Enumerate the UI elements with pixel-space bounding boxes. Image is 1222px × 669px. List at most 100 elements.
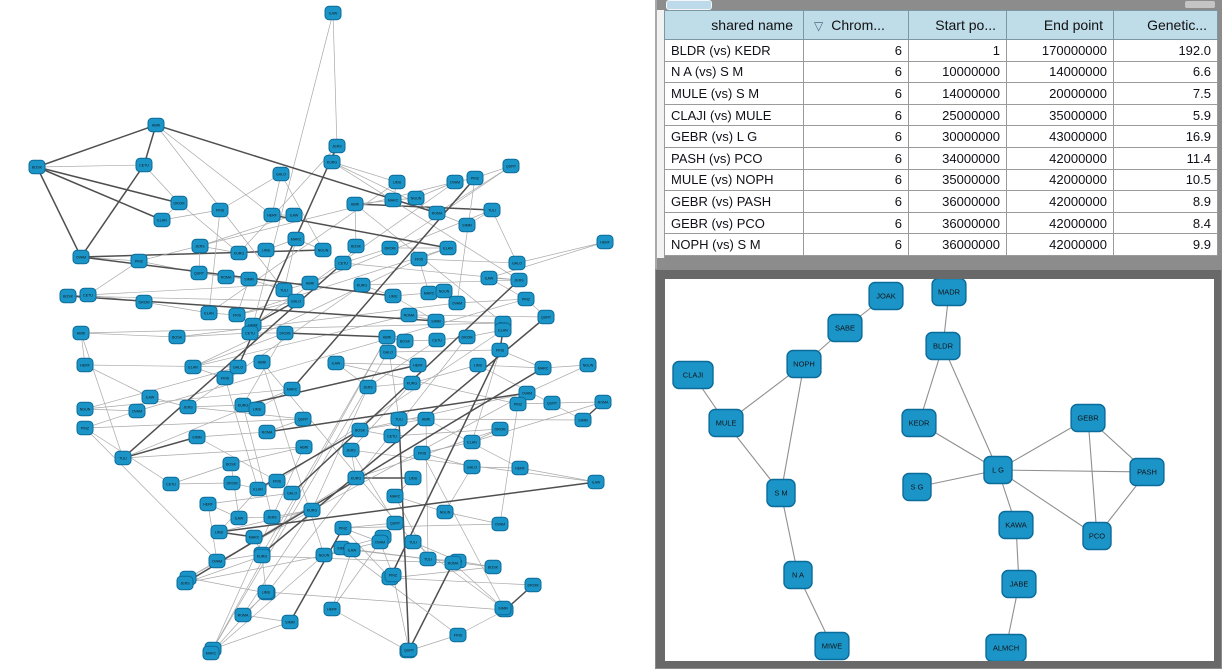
network-node[interactable]: SIMM bbox=[427, 313, 445, 329]
cell-shared-name[interactable]: GEBR (vs) PCO bbox=[664, 211, 804, 235]
cell-value[interactable]: 6 bbox=[803, 125, 909, 148]
network-node[interactable]: PINZ bbox=[130, 253, 148, 269]
network-node[interactable]: PINZ bbox=[384, 567, 402, 583]
network-node[interactable]: ILAW bbox=[324, 5, 342, 21]
network-node[interactable]: ILAW bbox=[480, 270, 498, 286]
network-node[interactable]: KURG bbox=[230, 245, 248, 261]
network-node[interactable]: FRIS bbox=[228, 307, 246, 323]
cell-shared-name[interactable]: MULE (vs) NOPH bbox=[664, 168, 804, 192]
network-node[interactable]: FRIS bbox=[449, 627, 467, 643]
table-row[interactable]: PASH (vs) PCO 6 34000000 42000000 11.4 bbox=[664, 146, 1218, 170]
column-header-start-position[interactable]: Start po... bbox=[908, 10, 1007, 40]
network-node[interactable]: MARC bbox=[420, 285, 438, 301]
table-row[interactable]: GEBR (vs) L G 6 30000000 43000000 16.9 bbox=[664, 125, 1218, 148]
cell-value[interactable]: 1 bbox=[908, 39, 1007, 62]
network-node[interactable]: ABRI bbox=[346, 196, 364, 212]
network-node[interactable]: DROM bbox=[276, 325, 294, 341]
network-node[interactable]: MARC bbox=[384, 192, 402, 208]
cell-shared-name[interactable]: GEBR (vs) PASH bbox=[664, 190, 804, 213]
network-node[interactable]: MARC bbox=[287, 231, 305, 247]
network-node[interactable]: ABRI bbox=[72, 325, 90, 341]
network-edge[interactable] bbox=[942, 345, 999, 471]
network-node[interactable]: FRIS bbox=[216, 370, 234, 386]
network-node[interactable]: ILAW bbox=[327, 355, 345, 371]
network-node[interactable]: ROMA bbox=[217, 269, 235, 285]
cell-value[interactable]: 34000000 bbox=[908, 146, 1007, 170]
cell-value[interactable]: 6 bbox=[803, 103, 909, 127]
network-edge[interactable] bbox=[780, 363, 805, 494]
cell-value[interactable]: 6 bbox=[803, 168, 909, 192]
network-node[interactable]: CETU bbox=[383, 428, 401, 444]
network-node[interactable]: NOPH bbox=[786, 349, 822, 379]
cell-value[interactable]: 6 bbox=[803, 146, 909, 170]
cell-shared-name[interactable]: PASH (vs) PCO bbox=[664, 146, 804, 170]
network-edge[interactable] bbox=[997, 469, 1098, 537]
network-node[interactable]: SABE bbox=[827, 313, 863, 343]
network-node[interactable]: GALO bbox=[463, 459, 481, 475]
network-node[interactable]: KURG bbox=[303, 502, 321, 518]
network-node[interactable]: OVAM bbox=[371, 534, 389, 550]
network-node[interactable]: PINZ bbox=[509, 396, 527, 412]
cell-value[interactable]: 16.9 bbox=[1113, 125, 1218, 148]
network-node[interactable]: PINZ bbox=[466, 170, 484, 186]
cell-value[interactable]: 30000000 bbox=[908, 125, 1007, 148]
cell-value[interactable]: 6 bbox=[803, 211, 909, 235]
network-node[interactable]: ELAN bbox=[200, 305, 218, 321]
column-header-shared-name[interactable]: shared name bbox=[664, 10, 804, 40]
network-node[interactable]: SIMM bbox=[494, 600, 512, 616]
network-node[interactable]: LIMU bbox=[384, 288, 402, 304]
network-node[interactable]: FRIS bbox=[211, 202, 229, 218]
network-node[interactable]: DROM bbox=[491, 421, 509, 437]
network-node[interactable]: JERS bbox=[328, 138, 346, 154]
cell-value[interactable]: 10000000 bbox=[908, 60, 1007, 84]
network-node[interactable]: PINZ bbox=[76, 420, 94, 436]
network-node[interactable]: NGUN bbox=[315, 547, 333, 563]
network-node[interactable]: PCO bbox=[1082, 521, 1112, 551]
cell-shared-name[interactable]: CLAJI (vs) MULE bbox=[664, 103, 804, 127]
table-row[interactable]: GEBR (vs) PASH 6 36000000 42000000 8.9 bbox=[664, 190, 1218, 213]
network-node[interactable]: LIMU bbox=[210, 524, 228, 540]
network-node[interactable]: S G bbox=[902, 472, 932, 502]
network-node[interactable]: LIMU bbox=[257, 242, 275, 258]
network-node[interactable]: QURT bbox=[294, 411, 312, 427]
network-node[interactable]: KAWA bbox=[998, 510, 1034, 540]
cell-value[interactable]: 42000000 bbox=[1006, 211, 1114, 235]
network-edge[interactable] bbox=[1087, 417, 1098, 537]
cell-value[interactable]: 6 bbox=[803, 39, 909, 62]
network-node[interactable]: HERF bbox=[263, 207, 281, 223]
network-node[interactable]: CLAJI bbox=[672, 360, 714, 390]
network-node[interactable]: JERS bbox=[176, 575, 194, 591]
network-node[interactable]: ILAW bbox=[343, 542, 361, 558]
cell-value[interactable]: 170000000 bbox=[1006, 39, 1114, 62]
network-node[interactable]: KURG bbox=[323, 154, 341, 170]
network-edge[interactable] bbox=[997, 469, 1148, 473]
cell-shared-name[interactable]: N A (vs) S M bbox=[664, 60, 804, 84]
network-node[interactable]: FRIS bbox=[413, 445, 431, 461]
network-node[interactable]: ABRI bbox=[295, 439, 313, 455]
network-node[interactable]: CETU bbox=[241, 325, 259, 341]
network-node[interactable]: DROM bbox=[381, 240, 399, 256]
cell-value[interactable]: 43000000 bbox=[1006, 125, 1114, 148]
cell-shared-name[interactable]: MULE (vs) S M bbox=[664, 82, 804, 105]
network-node[interactable]: NGUN bbox=[314, 242, 332, 258]
network-node[interactable]: S M bbox=[766, 478, 796, 508]
network-node[interactable]: ROMA bbox=[444, 555, 462, 571]
table-row[interactable]: BLDR (vs) KEDR 6 1 170000000 192.0 bbox=[664, 39, 1218, 62]
network-node[interactable]: GALO bbox=[229, 359, 247, 375]
network-node[interactable]: MARC bbox=[283, 381, 301, 397]
network-node[interactable]: MARC bbox=[386, 488, 404, 504]
network-node[interactable]: LIMU bbox=[257, 584, 275, 600]
column-header-genetic-distance[interactable]: Genetic... bbox=[1113, 10, 1218, 40]
cell-value[interactable]: 10.5 bbox=[1113, 168, 1218, 192]
network-node[interactable]: ELAN bbox=[153, 212, 171, 228]
network-node[interactable]: ROMA bbox=[234, 607, 252, 623]
network-node[interactable]: QURT bbox=[400, 642, 418, 658]
table-row[interactable]: CLAJI (vs) MULE 6 25000000 35000000 5.9 bbox=[664, 103, 1218, 127]
network-node[interactable]: JERS bbox=[510, 272, 528, 288]
network-node[interactable]: KURG bbox=[347, 470, 365, 486]
network-node[interactable]: ABRI bbox=[253, 354, 271, 370]
cell-value[interactable]: 36000000 bbox=[908, 211, 1007, 235]
network-node[interactable]: ROMA bbox=[400, 307, 418, 323]
cell-value[interactable]: 20000000 bbox=[1006, 82, 1114, 105]
network-node[interactable]: CETU bbox=[135, 157, 153, 173]
